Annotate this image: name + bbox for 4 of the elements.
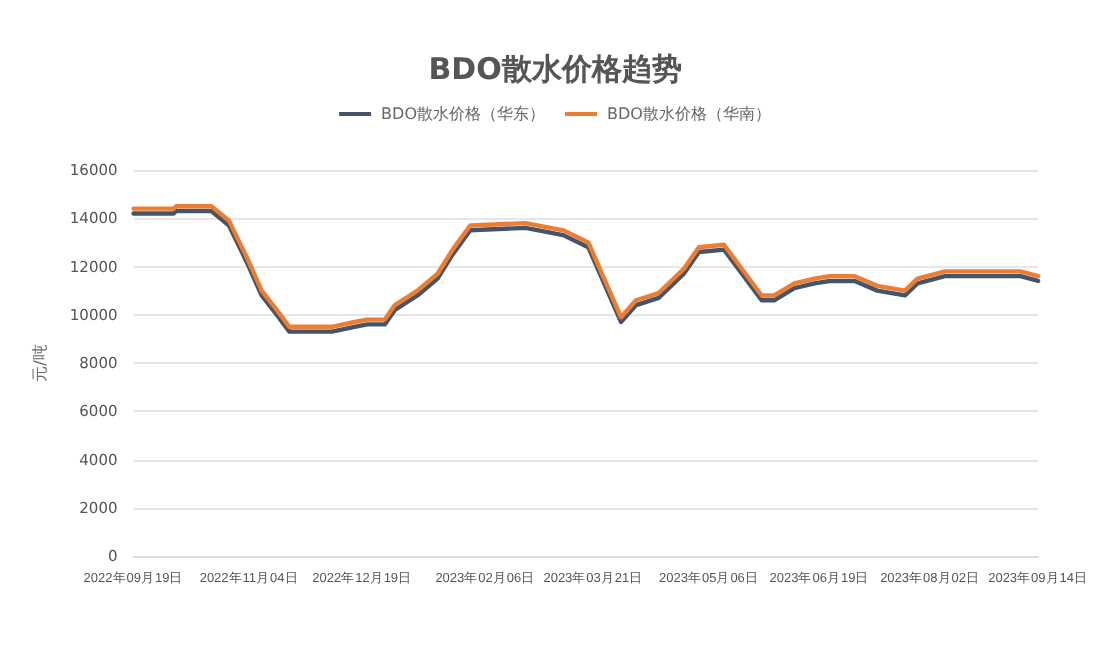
y-axis-title: 元/吨	[31, 344, 49, 382]
legend-label: BDO散水价格（华南）	[607, 105, 771, 123]
chart-title: BDO散水价格趋势	[428, 51, 682, 87]
legend-label: BDO散水价格（华东）	[381, 105, 546, 123]
